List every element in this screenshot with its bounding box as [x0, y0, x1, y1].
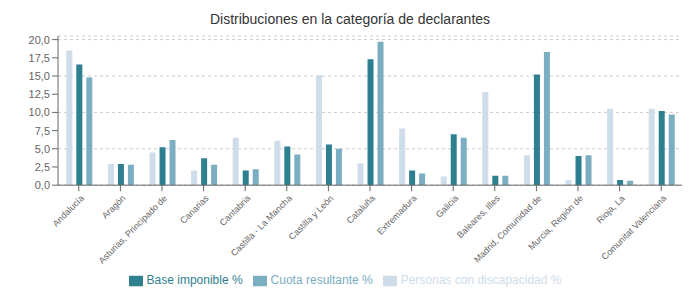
html-text:Cuota resultante %: Cuota resultante % [270, 273, 373, 288]
svg-text:Baleares, Illes: Baleares, Illes [454, 193, 502, 241]
svg-text:Galicia: Galicia [434, 193, 461, 220]
svg-text:17,5: 17,5 [29, 52, 50, 64]
html-text:Distribuciones en la categoría: Distribuciones en la categoría de declar… [209, 11, 491, 27]
svg-text:Comunitat Valenciana: Comunitat Valenciana [599, 193, 668, 262]
svg-text:Cataluña: Cataluña [345, 193, 378, 226]
html-text:Base imponible %: Base imponible % [146, 273, 243, 288]
svg-text:5,0: 5,0 [35, 143, 50, 155]
svg-text:Castilla y León: Castilla y León [287, 193, 336, 242]
svg-text:Cantabria: Cantabria [218, 193, 253, 228]
svg-text:Castilla - La Mancha: Castilla - La Mancha [229, 193, 294, 258]
svg-text:Murcia, Región de: Murcia, Región de [526, 193, 585, 252]
html-text:Personas con discapacidad %: Personas con discapacidad % [400, 273, 562, 288]
svg-text:7,5: 7,5 [35, 125, 50, 137]
svg-text:Madrid, Comunidad de: Madrid, Comunidad de [472, 193, 543, 264]
svg-text:Andalucía: Andalucía [50, 193, 85, 228]
svg-text:20,0: 20,0 [29, 34, 50, 46]
svg-text:2,5: 2,5 [35, 161, 50, 173]
svg-text:15,0: 15,0 [29, 70, 50, 82]
svg-text:10,0: 10,0 [29, 106, 50, 118]
svg-text:12,5: 12,5 [29, 88, 50, 100]
svg-text:Rioja, La: Rioja, La [594, 193, 626, 225]
svg-text:0,0: 0,0 [35, 179, 50, 191]
svg-text:Canarias: Canarias [178, 193, 211, 226]
svg-text:Aragón: Aragón [100, 193, 128, 221]
svg-text:Asturias, Principado de: Asturias, Principado de [97, 193, 170, 266]
svg-text:Extremadura: Extremadura [375, 193, 419, 237]
